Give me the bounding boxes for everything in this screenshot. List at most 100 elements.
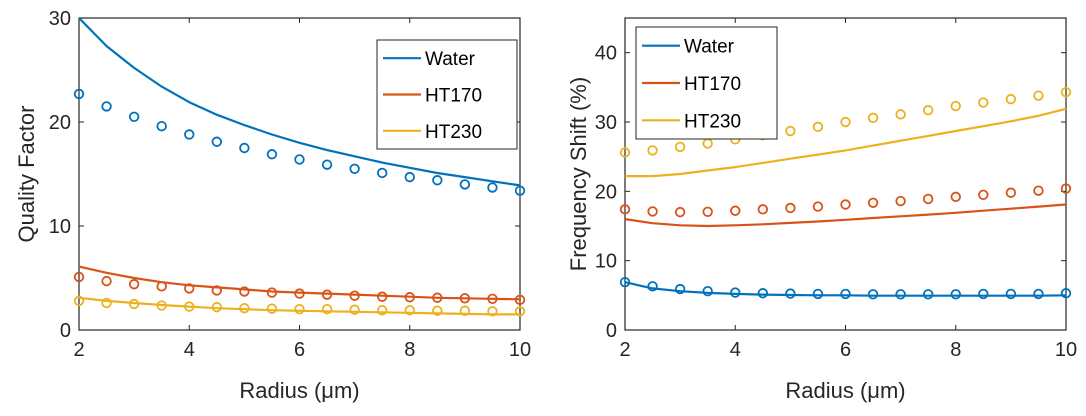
series-line xyxy=(625,107,1067,178)
series-line xyxy=(78,17,521,187)
data-point xyxy=(294,304,305,315)
data-point xyxy=(239,302,250,314)
frequency-shift-chart: Radius (μm) Frequency Shift (%) 2 4 6 8 10 0 1… xyxy=(566,17,1077,403)
data-point xyxy=(812,201,824,212)
data-point xyxy=(211,136,223,147)
x-tick-label: 4 xyxy=(184,339,195,361)
data-point xyxy=(376,305,388,316)
legend-label: Water xyxy=(425,49,476,70)
x-tick-label: 8 xyxy=(404,339,415,361)
y-tick-label: 30 xyxy=(595,112,617,134)
data-point xyxy=(294,154,305,165)
y-tick-label: 40 xyxy=(595,43,617,65)
data-point xyxy=(867,197,879,208)
series-ht230 xyxy=(619,86,1072,178)
x-tick-label: 2 xyxy=(73,339,84,361)
data-point xyxy=(1060,183,1072,194)
x-axis-label: Radius (μm) xyxy=(239,378,359,403)
x-tick-label: 2 xyxy=(619,339,630,361)
data-point xyxy=(239,142,250,154)
x-tick-label: 6 xyxy=(294,339,305,361)
data-point xyxy=(674,283,686,295)
data-point xyxy=(1033,288,1044,300)
series-line xyxy=(624,203,1067,228)
data-point xyxy=(1060,86,1072,98)
data-point xyxy=(376,167,388,179)
data-point xyxy=(785,125,796,137)
series-water xyxy=(73,17,526,196)
data-point xyxy=(702,138,713,149)
data-point xyxy=(156,281,167,292)
quality-factor-chart: Radius (μm) Quality Factor 2 4 6 8 10 0 10 20 30… xyxy=(14,8,531,403)
data-point xyxy=(840,199,851,210)
data-point xyxy=(184,129,195,140)
y-axis-label: Frequency Shift (%) xyxy=(566,77,591,271)
data-point xyxy=(730,205,741,216)
data-point xyxy=(812,121,824,133)
series-ht230 xyxy=(73,295,526,317)
data-point xyxy=(459,179,471,190)
x-tick-label: 6 xyxy=(840,339,851,361)
data-point xyxy=(950,191,961,203)
y-tick-label: 10 xyxy=(49,216,71,238)
data-point xyxy=(432,175,443,186)
data-point xyxy=(349,304,360,315)
data-point xyxy=(867,112,879,124)
data-point xyxy=(459,305,471,316)
data-point xyxy=(73,271,85,283)
data-point xyxy=(404,292,415,303)
y-tick-label: 20 xyxy=(595,181,617,203)
data-point xyxy=(349,163,360,175)
data-point xyxy=(156,120,167,132)
y-tick-label: 10 xyxy=(595,251,617,273)
data-point xyxy=(376,291,388,302)
data-point xyxy=(128,298,140,310)
series-line xyxy=(78,265,521,301)
data-point xyxy=(432,292,443,303)
data-point xyxy=(1005,93,1017,105)
data-point xyxy=(266,149,278,160)
series-ht170 xyxy=(619,183,1072,228)
legend-label: HT170 xyxy=(684,74,741,95)
data-point xyxy=(785,202,796,214)
legend: Water HT170 HT230 xyxy=(376,39,518,150)
data-point xyxy=(674,206,686,218)
data-point xyxy=(978,97,989,108)
legend-label: HT230 xyxy=(425,122,482,143)
data-point xyxy=(101,297,112,309)
data-point xyxy=(266,303,278,314)
series-water xyxy=(619,276,1072,300)
data-point xyxy=(239,286,250,297)
data-point xyxy=(619,276,631,288)
data-point xyxy=(321,159,333,170)
data-point xyxy=(487,182,498,193)
data-point xyxy=(978,189,989,201)
data-point xyxy=(1060,288,1072,299)
legend-label: Water xyxy=(684,37,735,58)
data-point xyxy=(73,295,85,307)
y-tick-label: 0 xyxy=(606,320,617,342)
data-point xyxy=(922,105,934,116)
data-point xyxy=(1033,90,1044,101)
data-point xyxy=(619,204,631,215)
data-point xyxy=(812,288,824,300)
data-point xyxy=(702,285,713,297)
data-point xyxy=(321,289,333,300)
data-point xyxy=(101,275,112,287)
data-point xyxy=(184,301,195,312)
data-point xyxy=(757,288,769,299)
y-axis-label: Quality Factor xyxy=(14,106,39,243)
data-point xyxy=(647,206,658,217)
x-tick-label: 10 xyxy=(1055,339,1077,361)
y-tick-label: 20 xyxy=(49,112,71,134)
data-point xyxy=(647,145,658,156)
data-point xyxy=(514,294,526,306)
data-point xyxy=(156,300,167,311)
data-point xyxy=(514,306,526,317)
data-point xyxy=(184,283,195,294)
data-point xyxy=(404,305,415,316)
x-tick-label: 8 xyxy=(950,339,961,361)
legend-label: HT230 xyxy=(684,111,741,132)
x-tick-label: 10 xyxy=(509,339,531,361)
